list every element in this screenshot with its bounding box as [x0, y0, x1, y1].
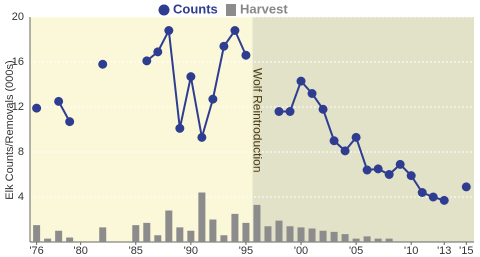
- harvest-bar: [154, 235, 162, 242]
- counts-point: [142, 56, 152, 66]
- harvest-bar: [319, 230, 327, 242]
- harvest-bar: [297, 227, 305, 242]
- harvest-bar: [253, 204, 261, 242]
- counts-point: [384, 170, 394, 179]
- harvest-bar: [363, 236, 371, 242]
- counts-point: [329, 136, 339, 146]
- harvest-bar: [165, 210, 173, 242]
- x-tick-label: '05: [349, 245, 363, 257]
- counts-point: [65, 117, 75, 127]
- counts-point: [307, 89, 317, 98]
- counts-point: [373, 164, 383, 174]
- harvest-bar: [176, 227, 184, 242]
- y-tick-label: 8: [18, 146, 24, 158]
- counts-point: [351, 132, 361, 142]
- counts-point: [230, 26, 240, 35]
- legend-label: Counts: [173, 1, 218, 16]
- harvest-bar: [187, 230, 195, 242]
- counts-point: [274, 107, 284, 116]
- harvest-bar: [99, 227, 107, 242]
- counts-point: [296, 76, 306, 86]
- y-tick-label: 12: [12, 101, 24, 113]
- harvest-bar: [374, 238, 382, 242]
- x-tick-label: '00: [294, 245, 308, 257]
- counts-point: [439, 195, 449, 205]
- harvest-bar: [385, 238, 393, 242]
- x-tick-label: '13: [437, 245, 451, 257]
- legend-marker: [158, 4, 170, 16]
- x-tick-label: '10: [404, 245, 418, 257]
- counts-point: [208, 94, 218, 104]
- harvest-bar: [132, 225, 140, 242]
- harvest-bar: [275, 220, 283, 242]
- harvest-bar: [308, 228, 316, 242]
- harvest-bar: [330, 231, 338, 242]
- pre-wolf-region: [30, 17, 253, 242]
- harvest-bar: [209, 219, 217, 242]
- counts-point: [340, 146, 350, 156]
- y-tick-label: 20: [12, 11, 24, 23]
- harvest-bar: [264, 226, 272, 242]
- counts-point: [318, 104, 328, 114]
- x-tick-label: '76: [29, 245, 43, 257]
- annotation: Wolf Reintroduction: [250, 68, 264, 173]
- counts-point: [285, 107, 295, 116]
- harvest-bar: [44, 238, 52, 242]
- harvest-bar: [198, 192, 206, 242]
- counts-point: [164, 26, 174, 35]
- harvest-bar: [231, 213, 239, 242]
- y-tick-label: 16: [12, 56, 24, 68]
- counts-point: [32, 103, 42, 113]
- harvest-bar: [341, 234, 349, 242]
- x-tick-label: '15: [459, 245, 473, 257]
- y-tick-label: 4: [18, 191, 24, 203]
- x-tick-label: '90: [184, 245, 198, 257]
- harvest-bar: [352, 238, 360, 242]
- x-tick-label: '95: [239, 245, 253, 257]
- legend-label: Harvest: [240, 1, 288, 16]
- harvest-bar: [143, 222, 151, 242]
- counts-point: [362, 165, 372, 175]
- counts-point: [98, 59, 108, 69]
- harvest-bar: [66, 237, 74, 242]
- harvest-bar: [286, 226, 294, 242]
- legend-marker: [226, 4, 236, 16]
- counts-point: [395, 159, 405, 169]
- counts-point: [417, 188, 427, 197]
- counts-point: [186, 72, 196, 82]
- counts-point: [197, 132, 207, 142]
- post-wolf-region: [252, 17, 474, 242]
- counts-point: [175, 123, 185, 133]
- counts-point: [461, 182, 471, 192]
- harvest-bar: [33, 225, 41, 242]
- harvest-bar: [55, 230, 63, 242]
- x-tick-label: '85: [129, 245, 143, 257]
- x-tick-label: '80: [74, 245, 88, 257]
- harvest-bar: [242, 222, 250, 242]
- counts-point: [153, 47, 163, 57]
- counts-point: [54, 96, 64, 106]
- y-axis-label: Elk Counts/Removals (000s): [4, 60, 16, 199]
- counts-point: [428, 192, 438, 202]
- counts-point: [406, 171, 416, 181]
- counts-point: [241, 50, 251, 60]
- harvest-bar: [220, 235, 228, 242]
- counts-point: [219, 41, 229, 51]
